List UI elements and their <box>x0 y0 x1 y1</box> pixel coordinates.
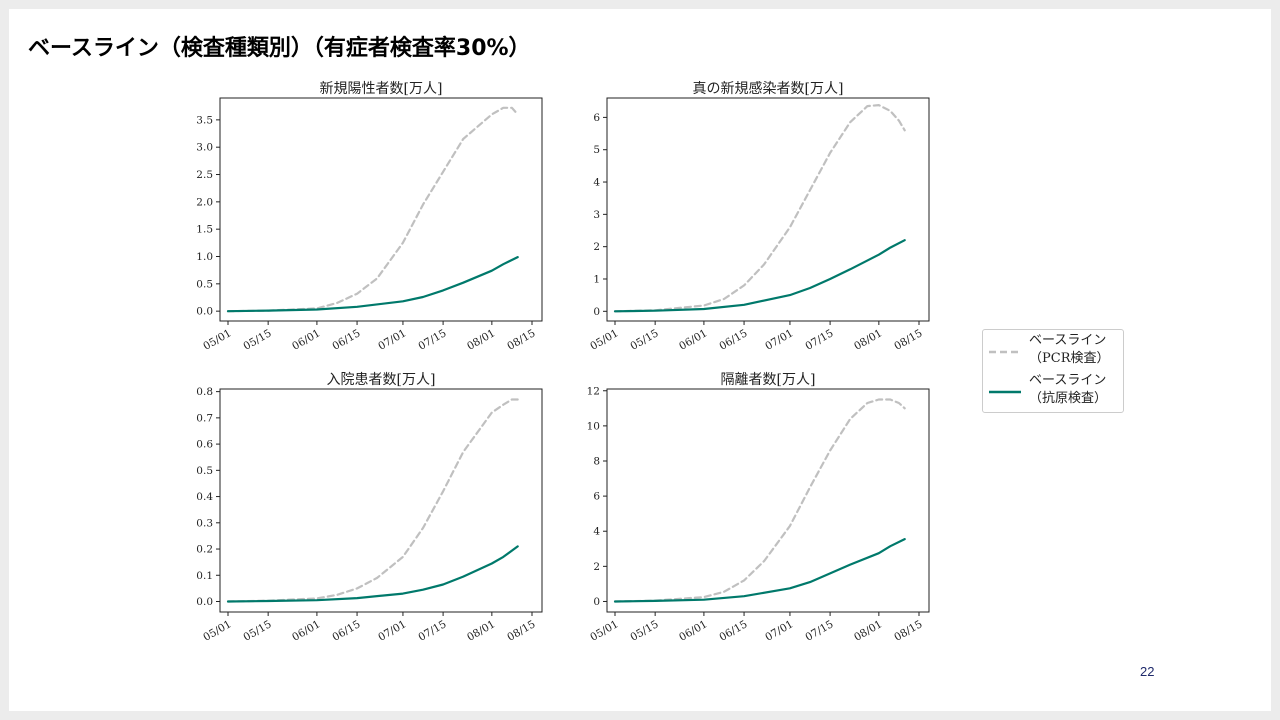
legend: ベースライン （PCR検査） ベースライン （抗原検査） <box>982 329 1124 413</box>
y-tick-label: 0 <box>593 306 600 318</box>
x-tick-label: 08/01 <box>852 327 884 353</box>
legend-item-pcr: ベースライン （PCR検査） <box>983 332 1123 372</box>
x-tick-label: 06/01 <box>290 327 322 353</box>
x-tick-label: 06/01 <box>290 618 322 644</box>
y-tick-label: 0.0 <box>196 306 213 318</box>
y-tick-label: 5 <box>593 144 600 156</box>
series-line-pcr <box>226 106 519 313</box>
axes-frame <box>606 97 930 322</box>
slide-title: ベースライン（検査種類別）（有症者検査率30%） <box>28 36 531 61</box>
x-tick-label: 08/15 <box>505 327 537 353</box>
y-tick-label: 3 <box>593 209 600 221</box>
y-tick-label: 2 <box>593 561 600 573</box>
legend-swatch-dashed <box>989 350 1021 354</box>
series-line-antigen <box>226 545 519 603</box>
y-tick-label: 6 <box>593 112 600 124</box>
x-tick-label: 06/15 <box>330 327 362 353</box>
x-tick-label: 08/01 <box>465 618 497 644</box>
x-tick-label: 08/01 <box>465 327 497 353</box>
x-tick-label: 05/01 <box>588 618 620 644</box>
y-tick-label: 2.5 <box>196 169 213 181</box>
x-tick-label: 06/01 <box>677 618 709 644</box>
chart-title: 真の新規感染者数[万人] <box>693 80 844 97</box>
legend-label-line2: （PCR検査） <box>1029 351 1110 366</box>
y-tick-label: 1 <box>593 273 600 285</box>
x-tick-label: 05/01 <box>201 618 233 644</box>
y-tick-label: 0.0 <box>196 596 213 608</box>
chart-hospitalized: 入院患者数[万人] 0.0 0.1 0.2 0.3 0.4 0.5 0.6 0.7 0.8 05/0… <box>196 372 543 644</box>
x-tick-label: 07/15 <box>416 618 448 644</box>
x-tick-label: 08/15 <box>892 618 924 644</box>
series-line-antigen <box>613 537 906 603</box>
y-tick-label: 0 <box>593 596 600 608</box>
y-tick-label: 12 <box>587 385 600 397</box>
y-tick-label: 8 <box>593 455 600 467</box>
y-tick-label: 2 <box>593 241 600 253</box>
x-tick-label: 05/15 <box>628 327 660 353</box>
y-tick-label: 1.0 <box>196 251 213 263</box>
series-line-pcr <box>226 398 519 603</box>
x-tick-label: 07/01 <box>376 327 408 353</box>
legend-label-pcr: ベースライン （PCR検査） <box>1029 332 1109 368</box>
page-number: 22 <box>1140 664 1155 679</box>
y-tick-label: 0.6 <box>196 439 213 451</box>
series-line-antigen <box>613 239 906 313</box>
y-tick-label: 1.5 <box>196 224 213 236</box>
legend-label-line2: （抗原検査） <box>1029 391 1108 406</box>
axes-frame <box>606 388 930 613</box>
axes-frame <box>219 388 543 613</box>
x-tick-label: 05/15 <box>241 327 273 353</box>
y-tick-label: 0.8 <box>196 386 213 398</box>
chart-title: 入院患者数[万人] <box>327 372 436 388</box>
y-tick-label: 0.5 <box>196 465 213 477</box>
y-tick-label: 0.2 <box>196 544 213 556</box>
slide: ベースライン（検査種類別）（有症者検査率30%） 新規陽性者数[万人] 0.0 0.… <box>9 9 1271 711</box>
x-tick-label: 08/15 <box>505 618 537 644</box>
x-tick-label: 07/01 <box>763 618 795 644</box>
y-tick-label: 3.0 <box>196 142 213 154</box>
series-line-pcr <box>613 398 906 603</box>
series-line-antigen <box>226 256 519 313</box>
y-tick-label: 2.0 <box>196 196 213 208</box>
x-tick-label: 07/15 <box>803 327 835 353</box>
legend-swatch-solid <box>989 390 1021 394</box>
legend-label-line1: ベースライン <box>1029 333 1107 348</box>
y-tick-label: 0.7 <box>196 412 213 424</box>
axes-frame <box>219 97 543 322</box>
y-tick-label: 6 <box>593 491 600 503</box>
legend-label-antigen: ベースライン （抗原検査） <box>1029 372 1107 408</box>
x-tick-label: 06/15 <box>717 618 749 644</box>
legend-item-antigen: ベースライン （抗原検査） <box>983 372 1123 412</box>
x-tick-label: 07/01 <box>763 327 795 353</box>
series-line-pcr <box>613 103 906 313</box>
chart-new-positive: 新規陽性者数[万人] 0.0 0.5 1.0 1.5 2.0 2.5 3.0 3.5 05/01 0… <box>196 81 543 353</box>
x-tick-label: 06/01 <box>677 327 709 353</box>
chart-title: 隔離者数[万人] <box>721 371 816 388</box>
y-tick-label: 0.4 <box>196 491 213 503</box>
y-tick-label: 4 <box>593 526 600 538</box>
x-tick-label: 05/15 <box>628 618 660 644</box>
chart-true-infection: 真の新規感染者数[万人] 0 1 2 3 4 5 6 05/01 05/15 06/01 06/15 0… <box>588 80 930 353</box>
x-tick-label: 07/15 <box>416 327 448 353</box>
x-tick-label: 08/01 <box>852 618 884 644</box>
x-tick-label: 05/01 <box>588 327 620 353</box>
x-tick-label: 06/15 <box>717 327 749 353</box>
y-tick-label: 3.5 <box>196 114 213 126</box>
y-tick-label: 0.1 <box>196 570 213 582</box>
legend-label-line1: ベースライン <box>1029 373 1107 388</box>
chart-title: 新規陽性者数[万人] <box>320 81 443 97</box>
x-tick-label: 07/15 <box>803 618 835 644</box>
x-tick-label: 08/15 <box>892 327 924 353</box>
x-tick-label: 07/01 <box>376 618 408 644</box>
x-tick-label: 05/01 <box>201 327 233 353</box>
x-tick-label: 05/15 <box>241 618 273 644</box>
y-tick-label: 10 <box>587 420 600 432</box>
y-tick-label: 4 <box>593 177 600 189</box>
x-tick-label: 06/15 <box>330 618 362 644</box>
chart-isolated: 隔離者数[万人] 0 2 4 6 8 10 12 05/01 05/15 06/01 06/15 07/… <box>587 371 930 644</box>
charts-area: 新規陽性者数[万人] 0.0 0.5 1.0 1.5 2.0 2.5 3.0 3.5 05/01 0… <box>196 80 930 644</box>
y-tick-label: 0.3 <box>196 517 213 529</box>
y-tick-label: 0.5 <box>196 278 213 290</box>
